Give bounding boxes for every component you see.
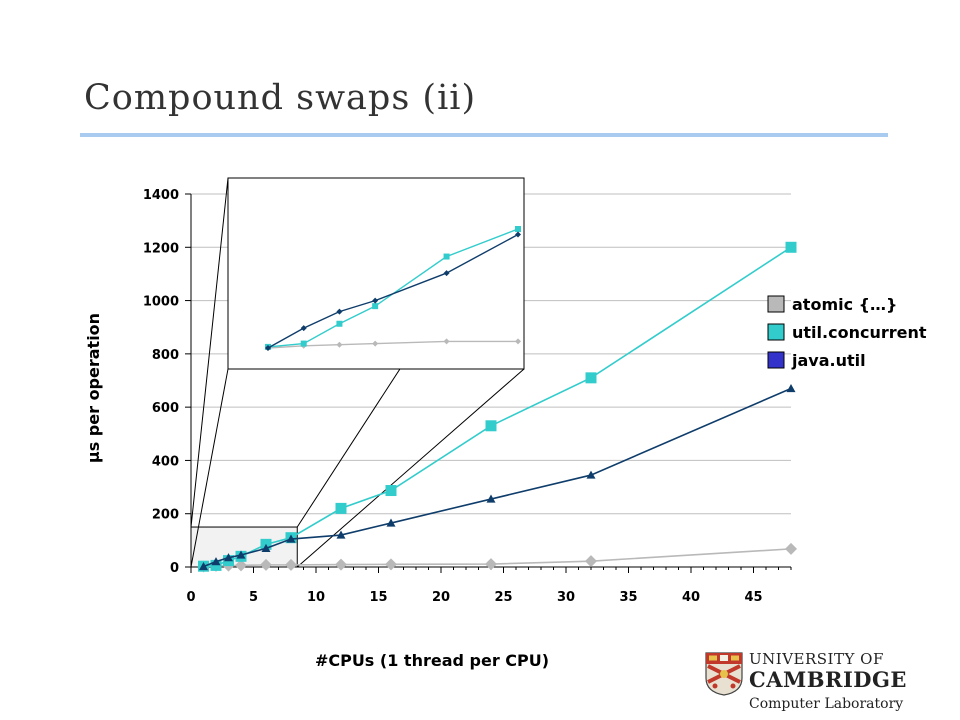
x-tick-label: 5 — [249, 590, 258, 605]
data-point — [300, 325, 307, 332]
data-point — [336, 341, 343, 348]
x-tick-label: 40 — [682, 590, 700, 605]
data-point — [336, 530, 346, 539]
x-tick-label: 30 — [557, 590, 575, 605]
data-point — [385, 485, 397, 497]
x-tick-label: 20 — [432, 590, 450, 605]
zoom-connector-line — [296, 368, 525, 568]
zoom-connector-line — [190, 177, 229, 528]
x-axis-title: #CPUs (1 thread per CPU) — [315, 651, 549, 670]
y-tick-label: 1400 — [143, 188, 179, 203]
data-point — [386, 518, 396, 527]
x-tick-label: 35 — [619, 590, 637, 605]
legend: atomic {…} util.concurrent java.util — [767, 295, 927, 370]
data-point — [515, 226, 521, 232]
data-point — [235, 559, 247, 572]
data-point — [515, 231, 521, 238]
x-tick-label: 45 — [744, 590, 762, 605]
data-point — [515, 338, 521, 345]
data-point — [265, 345, 271, 351]
data-point — [335, 558, 347, 571]
university-logo: UNIVERSITY OF CAMBRIDGE Computer Laborat… — [705, 650, 906, 716]
data-point — [786, 383, 796, 393]
data-point — [485, 420, 497, 432]
data-point — [486, 494, 496, 503]
data-point — [199, 561, 208, 571]
data-point — [585, 372, 597, 384]
data-point — [336, 320, 343, 327]
data-point — [785, 542, 797, 555]
data-point — [372, 303, 379, 310]
legend-label: util.concurrent — [792, 323, 927, 342]
y-tick-label: 1200 — [143, 241, 179, 256]
data-point — [485, 558, 497, 571]
logo-line-2: CAMBRIDGE — [749, 667, 907, 692]
data-point — [785, 241, 797, 253]
y-axis-title: µs per operation — [84, 313, 103, 463]
inset-series-line — [267, 233, 519, 349]
inset-series-line — [267, 340, 518, 349]
data-point — [260, 558, 272, 571]
legend-label: atomic {…} — [792, 295, 897, 314]
zoom-connector-line — [190, 368, 229, 568]
data-point — [261, 543, 271, 552]
x-tick-label: 25 — [494, 590, 512, 605]
data-point — [372, 340, 379, 347]
data-point — [443, 338, 450, 345]
logo-line-1: UNIVERSITY OF — [749, 650, 884, 668]
data-point — [211, 557, 221, 566]
legend-swatch — [767, 295, 785, 313]
data-point — [585, 555, 597, 568]
data-point — [210, 559, 222, 571]
x-tick-label: 0 — [186, 590, 195, 605]
data-point — [385, 558, 397, 571]
y-tick-label: 200 — [152, 508, 179, 523]
data-point — [236, 550, 246, 559]
data-point — [372, 297, 379, 304]
logo-line-3: Computer Laboratory — [749, 696, 904, 712]
data-point — [336, 308, 343, 315]
inset-chart — [227, 177, 525, 370]
data-point — [335, 502, 347, 514]
inset-frame — [227, 177, 525, 370]
y-tick-label: 600 — [152, 401, 179, 416]
data-point — [300, 340, 307, 347]
data-point — [443, 253, 450, 260]
data-point — [285, 558, 297, 571]
slide-title: Compound swaps (ii) — [84, 78, 477, 118]
cambridge-shield-icon — [705, 652, 743, 696]
legend-swatch — [767, 351, 785, 369]
data-point — [586, 470, 596, 479]
data-point — [443, 270, 450, 277]
inset-series-line — [267, 228, 519, 348]
y-tick-label: 0 — [170, 561, 179, 576]
x-tick-label: 15 — [369, 590, 387, 605]
y-tick-label: 1000 — [143, 295, 179, 310]
legend-swatch — [767, 323, 785, 341]
series-layer — [197, 241, 797, 573]
axes: 0 200 400 600 800 1000 1200 1400 0 5 10 15 20 25 30 35 4… — [143, 188, 792, 605]
y-tick-label: 800 — [152, 348, 179, 363]
data-point — [286, 534, 296, 543]
title-rule — [80, 133, 888, 137]
x-tick-label: 10 — [307, 590, 325, 605]
data-point — [224, 553, 233, 562]
y-tick-label: 400 — [152, 454, 179, 469]
legend-label: java.util — [791, 351, 866, 370]
